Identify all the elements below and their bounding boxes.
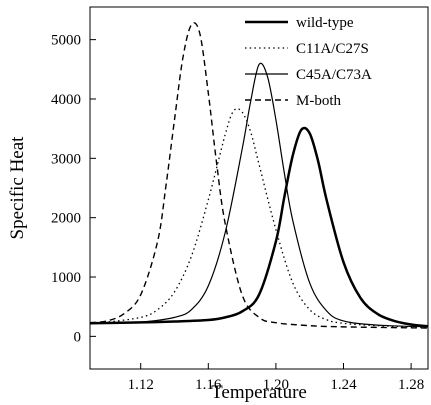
series-line-wild-type (89, 126, 429, 328)
y-tick-label: 4000 (51, 92, 81, 108)
y-tick-label: 2000 (51, 211, 81, 227)
series-line-m-both (89, 22, 429, 329)
x-axis-title: Temperature (211, 382, 307, 403)
plot-frame (89, 6, 429, 370)
y-tick-label: 3000 (51, 151, 81, 167)
y-tick-label: 1000 (51, 270, 81, 286)
y-tick-label: 0 (74, 329, 82, 345)
y-tick-label: 5000 (51, 33, 81, 49)
legend-label: C11A/C27S (296, 41, 369, 57)
legend: wild-type C11A/C27S C45A/C73A M-both (245, 15, 372, 109)
y-axis-title: Specific Heat (7, 136, 28, 240)
series-layer (89, 22, 429, 329)
x-tick-label: 1.20 (263, 377, 289, 393)
x-tick-label: 1.12 (128, 377, 154, 393)
x-axis-ticks: 1.12 1.16 1.20 1.24 1.28 (128, 363, 424, 393)
series-line-c45a-c73a (89, 62, 429, 328)
x-tick-label: 1.16 (195, 377, 222, 393)
legend-label: C45A/C73A (296, 67, 372, 83)
x-tick-label: 1.24 (330, 377, 357, 393)
y-axis-ticks: 0 1000 2000 3000 4000 5000 (51, 33, 96, 345)
legend-label: wild-type (296, 15, 354, 31)
legend-label: M-both (296, 93, 342, 109)
x-tick-label: 1.28 (398, 377, 424, 393)
